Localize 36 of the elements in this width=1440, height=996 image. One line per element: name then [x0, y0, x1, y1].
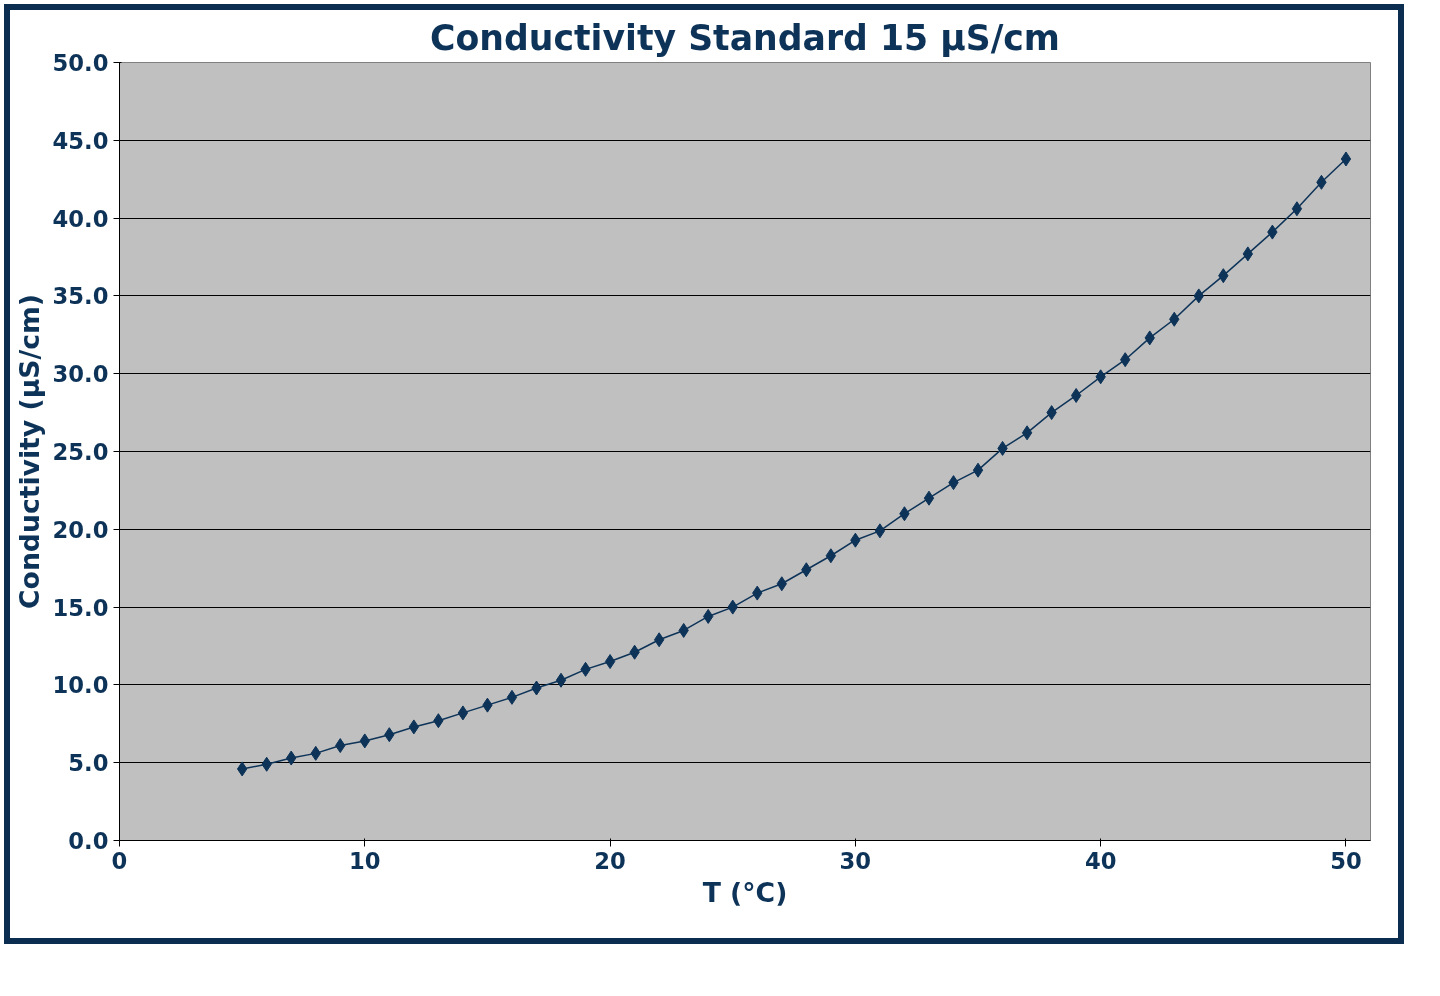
- y-tick-label: 30.0: [52, 361, 109, 388]
- y-tick-label: 45.0: [52, 127, 109, 154]
- point: [1340, 151, 1352, 167]
- y-tick-label: 50.0: [52, 50, 109, 76]
- point: [1291, 201, 1303, 217]
- point: [923, 490, 935, 506]
- x-tick-label: 50: [1330, 847, 1362, 874]
- point: [972, 462, 984, 478]
- y-tick-label: 10.0: [52, 672, 109, 699]
- point: [1242, 246, 1254, 262]
- x-tick-label: 30: [839, 847, 872, 874]
- x-tick-label: 0: [111, 847, 128, 874]
- y-tick-label: 40.0: [52, 205, 109, 232]
- point: [1070, 387, 1082, 403]
- y-tick-label: 25.0: [52, 439, 109, 465]
- x-tick-label: 20: [594, 847, 626, 874]
- point: [1021, 425, 1033, 441]
- y-tick-label: 0.0: [68, 828, 109, 854]
- point: [555, 672, 567, 688]
- point: [825, 548, 837, 564]
- x-tick-label: 10: [349, 847, 381, 874]
- point: [236, 761, 248, 777]
- point: [653, 632, 665, 648]
- point: [457, 705, 469, 721]
- y-tick-label: 5.0: [68, 750, 109, 777]
- y-tick-label: 15.0: [52, 594, 109, 621]
- y-tick-label: 35.0: [52, 283, 109, 310]
- x-tick-label: 40: [1084, 847, 1117, 874]
- x-axis-title: T (°C): [702, 876, 788, 908]
- chart-title: Conductivity Standard 15 µS/cm: [430, 17, 1060, 58]
- point: [408, 719, 420, 735]
- point: [604, 654, 616, 670]
- y-axis-title: Conductivity (µS/cm): [13, 294, 45, 609]
- y-tick-label: 20.0: [52, 516, 109, 543]
- point: [874, 523, 886, 539]
- point: [506, 689, 518, 705]
